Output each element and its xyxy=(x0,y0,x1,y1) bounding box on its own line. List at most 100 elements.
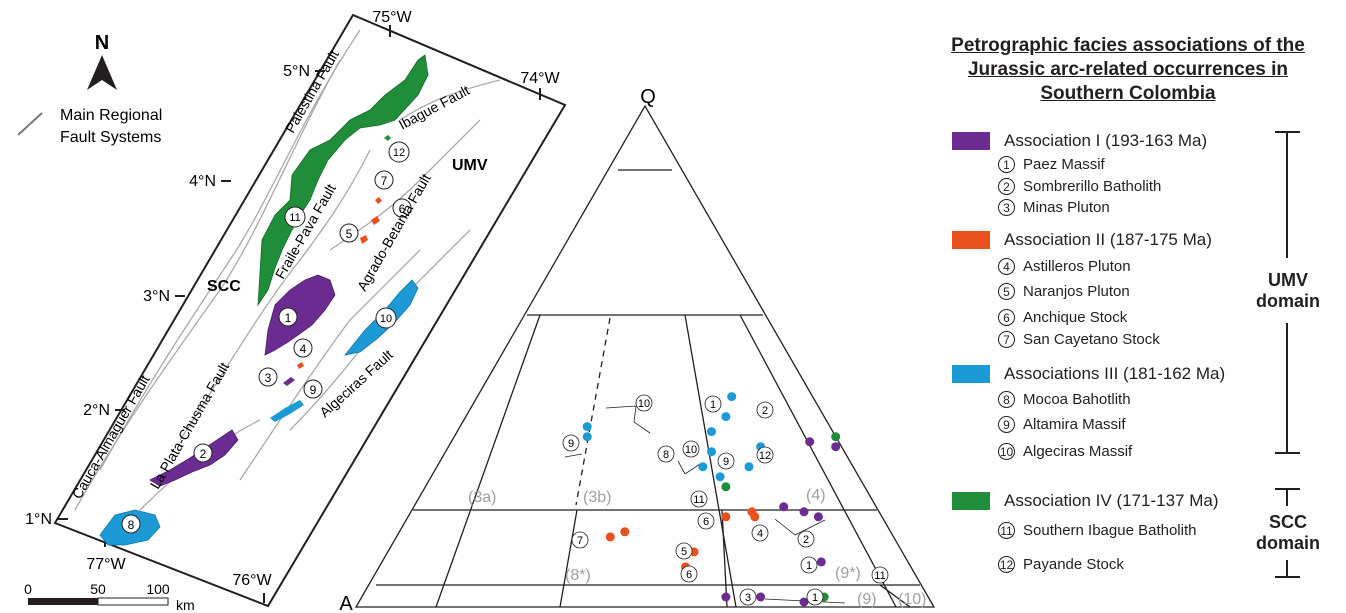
qap-dashed-boundary xyxy=(575,317,611,506)
fault-key-icon xyxy=(17,112,43,136)
legend-member: 5 Naranjos Pluton xyxy=(998,283,1130,300)
qap-label-2-lower: 2 xyxy=(797,530,815,548)
lon-label-75w: 75°W xyxy=(372,9,412,26)
map-site-1: 1 xyxy=(278,307,298,327)
qap-point-assoc-1 xyxy=(756,592,766,602)
svg-text:100: 100 xyxy=(146,581,170,597)
qap-point-assoc-2 xyxy=(750,512,760,522)
qap-data-points xyxy=(582,392,841,607)
svg-text:km: km xyxy=(176,597,195,613)
svg-text:4: 4 xyxy=(300,342,307,356)
payande-stock-area xyxy=(384,135,391,141)
association-1-swatch xyxy=(952,132,990,150)
scale-bar: 0 50 100 km xyxy=(24,581,195,613)
qap-label-8: 8 xyxy=(657,445,675,463)
qap-point-labels: 1 2 12 10 9 8 10 9 11 6 4 2 7 5 6 1 11 3… xyxy=(562,394,889,606)
legend-member: 3 Minas Pluton xyxy=(998,199,1110,216)
association-2-swatch xyxy=(952,231,990,249)
map-site-6: 6 xyxy=(392,198,412,218)
svg-text:6: 6 xyxy=(399,202,406,216)
svg-text:7: 7 xyxy=(577,535,583,547)
qap-label-7: 7 xyxy=(571,531,589,549)
svg-text:2: 2 xyxy=(200,447,207,461)
lat-label-4n: 4°N xyxy=(189,173,216,190)
svg-text:10: 10 xyxy=(380,313,392,325)
legend-member: 8 Mocoa Bahotlith xyxy=(998,391,1131,408)
svg-text:1: 1 xyxy=(812,592,818,604)
north-arrow-icon xyxy=(87,55,117,90)
map-site-markers: 1 2 3 4 5 6 7 8 9 10 11 12 xyxy=(121,141,412,534)
legend-member: 1 Paez Massif xyxy=(998,156,1105,173)
lat-label-3n: 3°N xyxy=(143,288,170,305)
qap-point-assoc-1 xyxy=(799,597,809,607)
svg-text:4: 4 xyxy=(757,528,763,540)
field-label-10: (10) xyxy=(898,591,926,608)
map-site-5: 5 xyxy=(339,223,359,243)
lon-label-74w: 74°W xyxy=(520,70,560,87)
legend-association-4: Association IV (171-137 Ma) xyxy=(952,491,1219,511)
svg-text:8: 8 xyxy=(128,518,135,532)
qap-point-assoc-4 xyxy=(721,482,731,492)
domain-brackets xyxy=(1275,131,1300,578)
region-label-umv: UMV xyxy=(452,157,488,174)
qap-label-1-lower: 1 xyxy=(806,588,824,606)
legend-association-2: Association II (187-175 Ma) xyxy=(952,230,1212,250)
svg-text:9: 9 xyxy=(723,456,729,468)
qap-point-assoc-3 xyxy=(707,427,716,437)
scc-domain-label: SCC domain xyxy=(1255,512,1320,553)
qap-ternary-diagram: Q A P (3a) (3b) (4) (8*) (9*) (9) (10) 1… xyxy=(339,86,936,613)
altamira-massif-area xyxy=(270,400,304,422)
fault-key-label: Main Regional Fault Systems xyxy=(60,107,162,146)
naranjos-pluton-area xyxy=(360,235,368,244)
association-4-label: Association IV (171-137 Ma) xyxy=(1004,491,1219,510)
field-label-8star: (8*) xyxy=(565,567,591,584)
svg-text:1: 1 xyxy=(806,560,812,572)
svg-text:5: 5 xyxy=(346,227,353,241)
qap-point-assoc-1 xyxy=(805,437,815,447)
sombrerillo-batholith-area xyxy=(149,429,239,487)
svg-text:7: 7 xyxy=(381,174,388,188)
field-label-3a: (3a) xyxy=(468,489,496,506)
map-site-11: 11 xyxy=(284,206,306,228)
qap-label-10-left: 10 xyxy=(635,394,653,412)
svg-text:11: 11 xyxy=(289,212,300,224)
map-site-10: 10 xyxy=(375,307,397,329)
map-site-9: 9 xyxy=(303,379,323,399)
qap-label-10-center: 10 xyxy=(682,440,700,458)
legend-association-3: Associations III (181-162 Ma) xyxy=(952,364,1225,384)
qap-point-assoc-3 xyxy=(721,412,731,422)
svg-text:8: 8 xyxy=(663,449,669,461)
association-1-label: Association I (193-163 Ma) xyxy=(1004,131,1208,150)
qap-point-assoc-3 xyxy=(698,462,708,472)
svg-text:50: 50 xyxy=(90,581,106,597)
qap-field-boundaries xyxy=(354,104,936,608)
qap-label-1-upper: 1 xyxy=(704,395,722,413)
legend-member: 6 Anchique Stock xyxy=(998,309,1127,326)
svg-text:11: 11 xyxy=(693,494,704,506)
anchique-stock-area xyxy=(371,216,380,225)
qap-point-assoc-1 xyxy=(816,557,826,567)
qap-label-9-center: 9 xyxy=(717,452,735,470)
qap-point-assoc-1 xyxy=(779,502,789,512)
svg-text:5: 5 xyxy=(681,546,687,558)
lat-label-1n: 1°N xyxy=(25,511,52,528)
qap-point-assoc-3 xyxy=(727,392,737,402)
svg-text:2: 2 xyxy=(762,405,768,417)
qap-point-assoc-4 xyxy=(831,432,841,442)
svg-text:6: 6 xyxy=(703,516,709,528)
qap-label-9-left: 9 xyxy=(562,434,580,452)
field-label-9: (9) xyxy=(857,591,877,608)
qap-point-assoc-3 xyxy=(715,472,725,482)
lat-label-2n: 2°N xyxy=(83,402,110,419)
svg-text:9: 9 xyxy=(310,383,317,397)
legend-panel: Petrographic facies associations of the … xyxy=(920,0,1346,613)
qap-point-assoc-2 xyxy=(605,532,615,542)
svg-text:10: 10 xyxy=(638,398,650,410)
association-4-swatch xyxy=(952,492,990,510)
qap-field-labels: (3a) (3b) (4) (8*) (9*) (9) (10) xyxy=(468,487,926,608)
qap-label-4: 4 xyxy=(751,524,769,542)
map-site-8: 8 xyxy=(121,514,141,534)
legend-member: 4 Astilleros Pluton xyxy=(998,258,1131,275)
location-map: N Main Regional Fault Systems 75°W 74°W 7… xyxy=(17,9,567,613)
map-site-2: 2 xyxy=(193,443,213,463)
